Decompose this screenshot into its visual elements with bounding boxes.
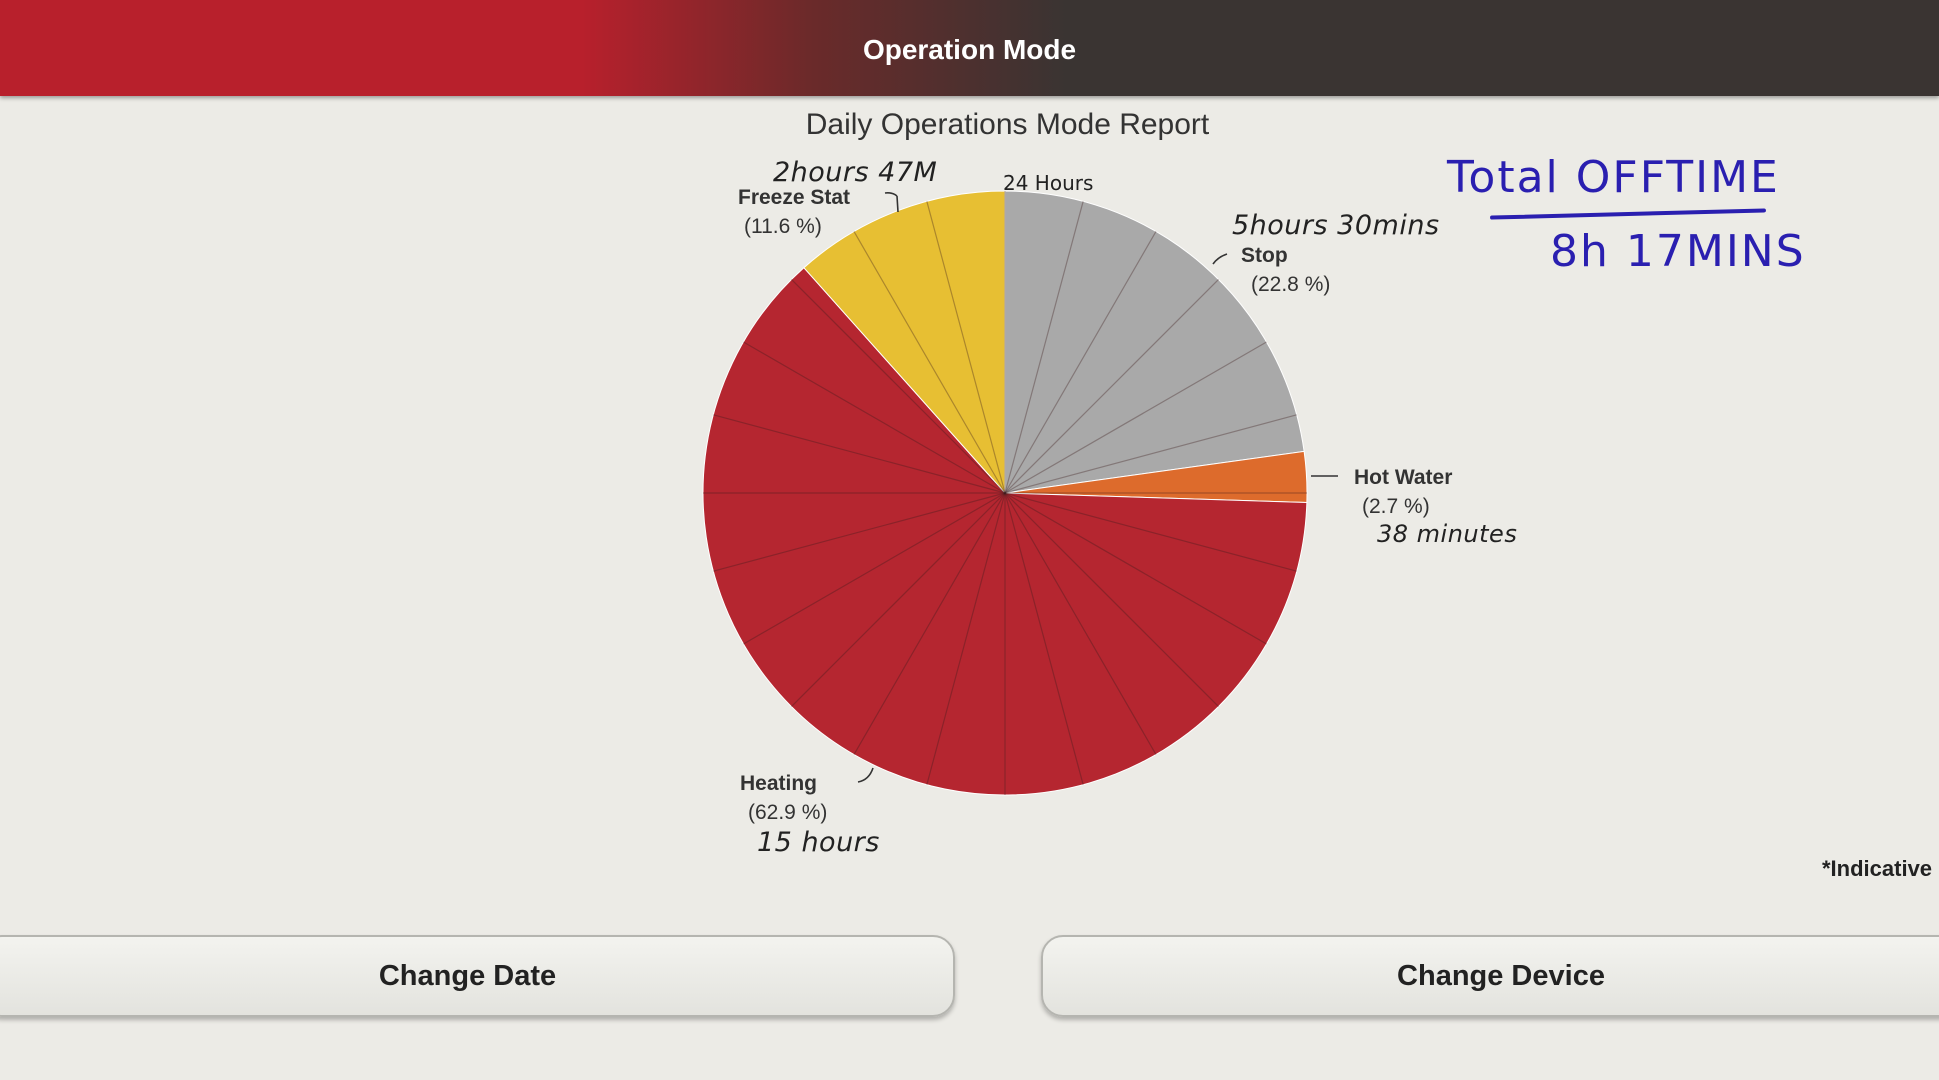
hour-division	[853, 492, 1006, 755]
change-device-label: Change Device	[1397, 959, 1605, 992]
hour-division	[1004, 492, 1157, 755]
hour-division	[743, 492, 1006, 645]
hour-division	[1004, 492, 1267, 645]
annotation-24-hours: 24 Hours	[1003, 171, 1093, 195]
change-date-button[interactable]: Change Date	[0, 935, 955, 1017]
hour-division	[713, 492, 1006, 572]
label-freeze-stat-pct: (11.6 %)	[744, 215, 822, 238]
change-device-button[interactable]: Change Device	[1041, 935, 1939, 1017]
page-title: Operation Mode	[862, 34, 1077, 65]
annotation-total-value: 8h 17MINS	[1550, 226, 1806, 277]
hour-division	[1004, 231, 1157, 494]
hour-division	[1004, 341, 1267, 494]
hour-division	[713, 414, 1006, 494]
hour-division	[743, 341, 1006, 494]
label-heating-name: Heating	[740, 772, 818, 795]
pie-slice-heating	[702, 267, 1308, 796]
annotation-freeze: 2hours 47M	[773, 157, 938, 188]
label-freeze-stat-name: Freeze Stat	[738, 186, 851, 209]
label-stop: Stop (22.8 %)	[1241, 241, 1330, 299]
change-date-label: Change Date	[378, 959, 557, 992]
annotation-heating: 15 hours	[757, 827, 880, 858]
hour-division	[1004, 201, 1084, 494]
label-freeze-stat: Freeze Stat (11.6 %)	[738, 183, 850, 241]
hour-division	[791, 279, 1006, 494]
hour-division	[926, 201, 1006, 494]
hour-division	[1004, 492, 1297, 572]
title-bar: Operation Mode	[0, 0, 1939, 96]
label-hot-water-pct: (2.7 %)	[1362, 495, 1430, 518]
hour-division	[1004, 279, 1219, 494]
annotation-stop: 5hours 30mins	[1232, 210, 1440, 241]
hour-division	[1004, 414, 1297, 494]
label-stop-name: Stop	[1241, 244, 1288, 267]
annotation-total-label: Total OFFTIME	[1447, 152, 1780, 203]
chart-title: Daily Operations Mode Report	[805, 108, 1210, 141]
label-heating-pct: (62.9 %)	[748, 801, 828, 824]
hour-division	[1004, 492, 1219, 707]
annotation-hot-water: 38 minutes	[1377, 520, 1518, 548]
hour-division	[926, 492, 1006, 785]
label-hot-water-name: Hot Water	[1354, 466, 1453, 489]
hour-division	[853, 231, 1006, 494]
label-stop-pct: (22.8 %)	[1251, 273, 1331, 296]
label-hot-water: Hot Water (2.7 %)	[1354, 463, 1452, 521]
hour-division	[1004, 492, 1084, 785]
pie-slice-stop	[1004, 190, 1305, 494]
hour-division	[791, 492, 1006, 707]
footnote: *Indicative	[1822, 856, 1933, 881]
label-heating: Heating (62.9 %)	[740, 769, 827, 827]
